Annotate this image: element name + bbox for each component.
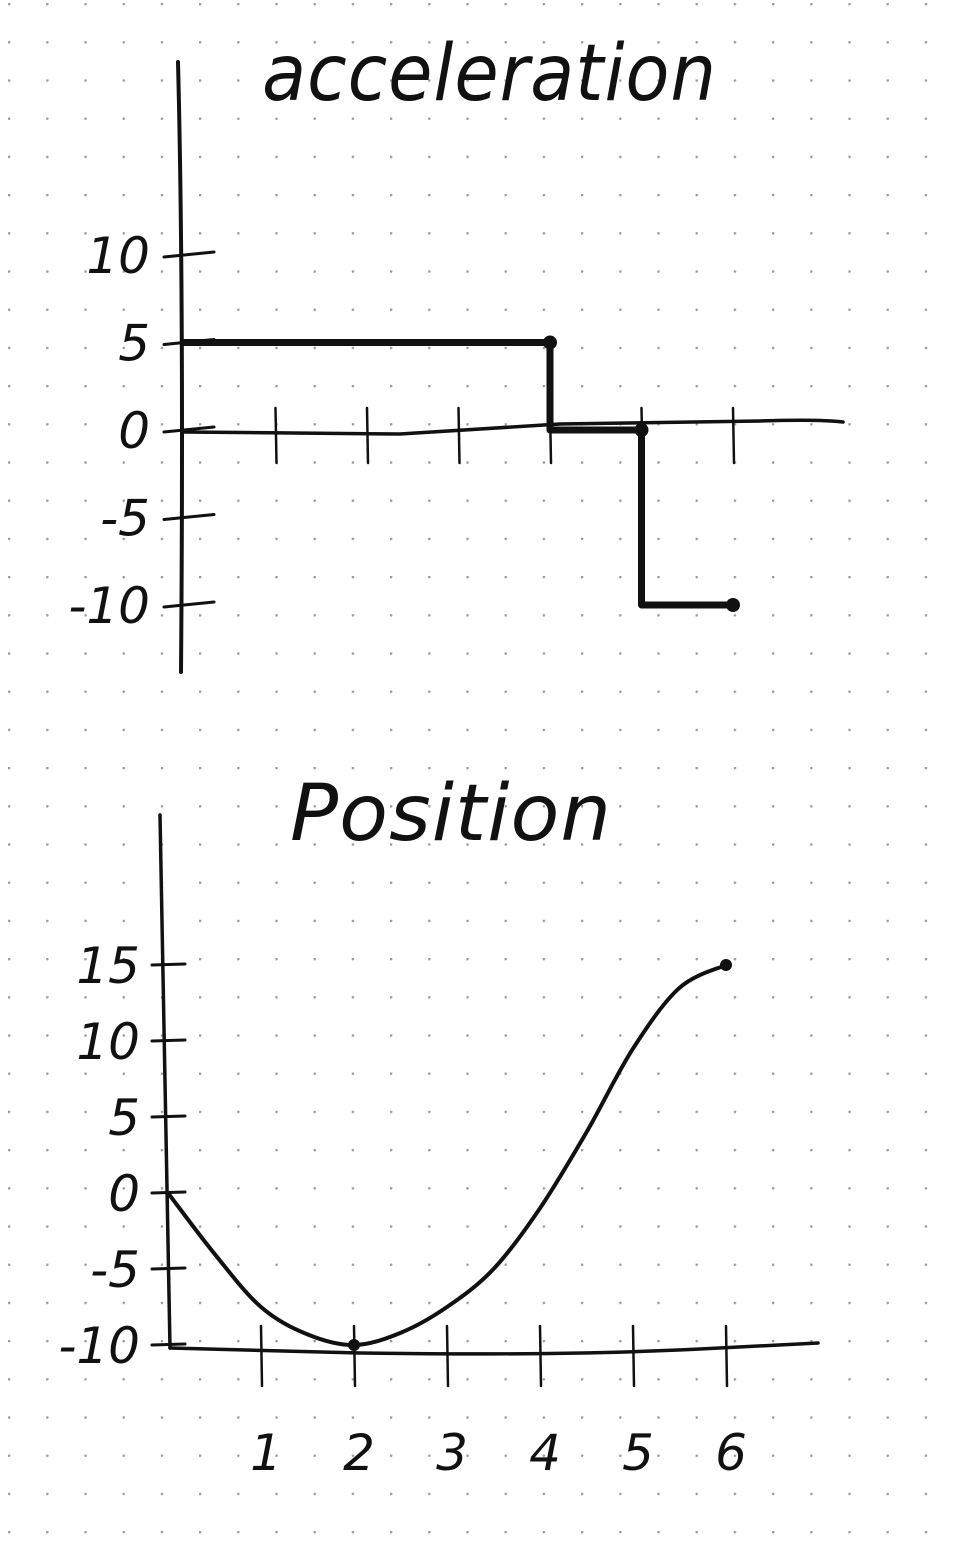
- acceleration-x-tick: [457, 406, 461, 465]
- acceleration-point-marker: [726, 598, 740, 612]
- acceleration-point-marker: [543, 335, 557, 350]
- position-y-tick-label: 5: [108, 1089, 140, 1147]
- acceleration-y-tick: [162, 250, 216, 259]
- acceleration-chart-title: acceleration: [262, 29, 717, 119]
- position-series: [166, 959, 732, 1351]
- acceleration-series-line: [180, 339, 737, 609]
- position-x-tick-label: 6: [715, 1424, 747, 1482]
- position-x-tick: [352, 1324, 357, 1388]
- acceleration-point-marker: [634, 423, 649, 437]
- acceleration-series: [180, 335, 740, 612]
- position-x-ticks: 1 2 3 4 5 6: [250, 1324, 747, 1482]
- acceleration-y-tick-label: -5: [100, 490, 150, 548]
- position-y-tick: [150, 962, 187, 967]
- acceleration-y-tick-label: 5: [118, 315, 150, 373]
- position-x-tick-label: 2: [343, 1424, 375, 1482]
- position-x-tick: [631, 1324, 636, 1388]
- position-x-tick: [724, 1324, 729, 1388]
- acceleration-chart: acceleration 10 5 0 -5 -10: [68, 29, 845, 674]
- position-point-marker: [348, 1339, 360, 1351]
- position-y-tick-label: 15: [76, 937, 140, 995]
- position-point-marker: [720, 959, 732, 971]
- position-y-tick: [150, 1038, 187, 1043]
- position-chart: Position 15 10 5 0 -5 -10 1 2 3 4 5 6: [58, 769, 820, 1482]
- position-x-axis: [168, 1341, 820, 1356]
- acceleration-y-tick-label: 10: [86, 227, 150, 285]
- acceleration-y-tick: [162, 513, 216, 521]
- position-y-tick-label: 10: [76, 1013, 140, 1071]
- acceleration-y-tick: [162, 425, 216, 434]
- position-x-tick-label: 1: [250, 1424, 282, 1482]
- position-y-tick-label: -5: [90, 1241, 140, 1299]
- position-x-tick-label: 4: [529, 1424, 561, 1482]
- acceleration-x-tick: [274, 406, 278, 465]
- position-x-tick-label: 3: [436, 1424, 468, 1482]
- position-x-tick-label: 5: [622, 1424, 654, 1482]
- acceleration-y-tick-label: 0: [118, 402, 150, 460]
- position-chart-title: Position: [290, 769, 612, 859]
- position-y-tick: [150, 1114, 187, 1119]
- position-x-tick: [259, 1324, 264, 1388]
- position-series-line: [166, 963, 728, 1348]
- position-y-tick: [150, 1342, 187, 1347]
- acceleration-x-tick: [365, 406, 370, 465]
- position-y-tick-label: 0: [108, 1165, 140, 1223]
- position-x-tick: [538, 1324, 543, 1388]
- acceleration-y-axis: [176, 60, 184, 674]
- position-y-tick: [150, 1266, 187, 1271]
- acceleration-y-tick-label: -10: [68, 577, 150, 635]
- acceleration-x-tick: [731, 406, 736, 465]
- acceleration-y-tick: [162, 600, 216, 609]
- position-x-tick: [445, 1324, 450, 1388]
- position-y-tick-label: -10: [58, 1317, 140, 1375]
- position-y-ticks: 15 10 5 0 -5 -10: [58, 937, 187, 1375]
